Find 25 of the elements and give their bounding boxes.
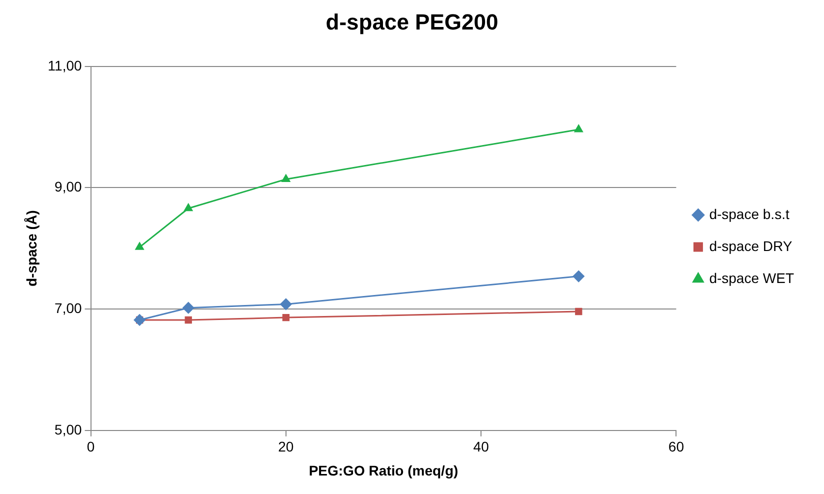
y-tick-label: 11,00 — [48, 57, 82, 74]
point — [134, 314, 146, 326]
legend-label: d-space b.s.t — [709, 206, 790, 222]
x-tick-label: 0 — [86, 438, 95, 455]
point — [184, 316, 192, 324]
x-tick-label: 40 — [473, 438, 490, 455]
x-tick-label: 60 — [668, 438, 684, 455]
chart-title: d-space PEG200 — [326, 9, 498, 34]
point — [282, 314, 290, 322]
point — [574, 124, 583, 132]
y-tick-label: 5,00 — [54, 421, 82, 438]
x-axis-title: PEG:GO Ratio (meq/g) — [308, 462, 458, 478]
y-axis-title: d-space (Å) — [23, 210, 40, 287]
point — [135, 242, 144, 250]
x-tick-label: 20 — [278, 438, 294, 455]
y-tick-label: 7,00 — [54, 300, 82, 316]
legend-label: d-space WET — [709, 270, 794, 286]
point — [575, 308, 582, 316]
point — [182, 302, 194, 314]
y-tick-label: 9,00 — [54, 178, 82, 195]
point — [282, 174, 290, 182]
point — [280, 298, 292, 310]
point — [572, 270, 584, 282]
point — [184, 204, 193, 212]
legend-label: d-space DRY — [709, 238, 793, 254]
